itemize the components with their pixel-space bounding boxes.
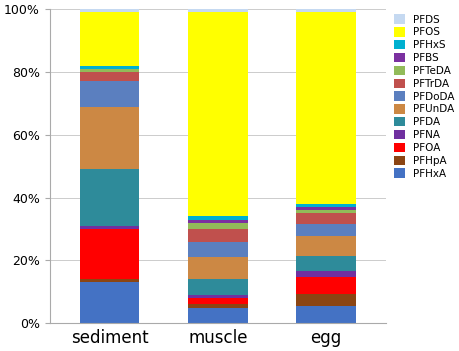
Legend: PFDS, PFOS, PFHxS, PFBS, PFTeDA, PFTrDA, PFDoDA, PFUnDA, PFDA, PFNA, PFOA, PFHpA: PFDS, PFOS, PFHxS, PFBS, PFTeDA, PFTrDA,… bbox=[394, 14, 454, 179]
Bar bbox=[79, 229, 139, 279]
Bar bbox=[297, 224, 356, 236]
Bar bbox=[188, 229, 247, 241]
Bar bbox=[297, 256, 356, 271]
Bar bbox=[79, 69, 139, 72]
Bar bbox=[188, 295, 247, 298]
Bar bbox=[188, 241, 247, 257]
Bar bbox=[297, 12, 356, 204]
Bar bbox=[188, 257, 247, 279]
Bar bbox=[188, 307, 247, 323]
Bar bbox=[297, 204, 356, 207]
Bar bbox=[79, 279, 139, 283]
Bar bbox=[188, 304, 247, 307]
Bar bbox=[188, 217, 247, 220]
Bar bbox=[79, 226, 139, 229]
Bar bbox=[297, 207, 356, 210]
Bar bbox=[79, 81, 139, 107]
Bar bbox=[297, 306, 356, 323]
Bar bbox=[79, 72, 139, 81]
Bar bbox=[188, 9, 247, 12]
Bar bbox=[297, 213, 356, 224]
Bar bbox=[79, 9, 139, 12]
Bar bbox=[297, 9, 356, 12]
Bar bbox=[79, 12, 139, 66]
Bar bbox=[297, 236, 356, 256]
Bar bbox=[79, 283, 139, 323]
Bar bbox=[188, 279, 247, 295]
Bar bbox=[79, 107, 139, 170]
Bar bbox=[297, 210, 356, 213]
Bar bbox=[188, 298, 247, 304]
Bar bbox=[297, 271, 356, 277]
Bar bbox=[188, 223, 247, 229]
Bar bbox=[79, 170, 139, 226]
Bar bbox=[188, 12, 247, 217]
Bar bbox=[79, 66, 139, 69]
Bar bbox=[297, 277, 356, 294]
Bar bbox=[297, 294, 356, 306]
Bar bbox=[188, 220, 247, 223]
